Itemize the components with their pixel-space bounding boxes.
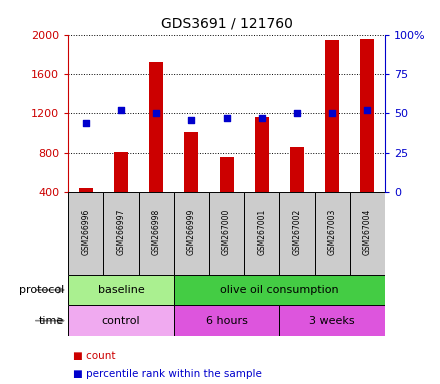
Point [329, 110, 336, 116]
Text: GSM266999: GSM266999 [187, 209, 196, 255]
Bar [220, 157, 234, 231]
Bar [68, 305, 174, 336]
Text: time: time [39, 316, 64, 326]
Text: GSM266996: GSM266996 [81, 209, 90, 255]
Text: protocol: protocol [18, 285, 64, 295]
Text: GSM267000: GSM267000 [222, 209, 231, 255]
Point [258, 115, 265, 121]
Text: GSM267002: GSM267002 [293, 209, 301, 255]
Text: control: control [102, 316, 140, 326]
Text: GSM266998: GSM266998 [152, 209, 161, 255]
Text: ■ count: ■ count [73, 351, 115, 361]
Title: GDS3691 / 121760: GDS3691 / 121760 [161, 17, 293, 31]
Bar [184, 132, 198, 231]
Text: olive oil consumption: olive oil consumption [220, 285, 339, 295]
Bar [255, 117, 269, 231]
Point [223, 115, 230, 121]
Text: GSM267003: GSM267003 [328, 209, 337, 255]
Point [293, 110, 301, 116]
Text: GSM266997: GSM266997 [117, 209, 125, 255]
Bar [149, 62, 163, 231]
Point [82, 120, 89, 126]
Bar [350, 192, 385, 275]
Bar [325, 40, 339, 231]
Bar [279, 305, 385, 336]
Text: 3 weeks: 3 weeks [309, 316, 355, 326]
Point [188, 116, 195, 122]
Bar [360, 40, 374, 231]
Bar [174, 275, 385, 305]
Bar [114, 152, 128, 231]
Point [364, 107, 371, 113]
Point [153, 110, 160, 116]
Bar [68, 192, 103, 275]
Bar [103, 192, 139, 275]
Point [117, 107, 125, 113]
Bar [244, 192, 279, 275]
Bar [315, 192, 350, 275]
Bar [290, 147, 304, 231]
Bar [68, 275, 174, 305]
Bar [79, 188, 93, 231]
Bar [174, 305, 279, 336]
Bar [279, 192, 315, 275]
Text: GSM267001: GSM267001 [257, 209, 266, 255]
Bar [174, 192, 209, 275]
Bar [139, 192, 174, 275]
Bar [209, 192, 244, 275]
Text: baseline: baseline [98, 285, 144, 295]
Text: ■ percentile rank within the sample: ■ percentile rank within the sample [73, 369, 261, 379]
Text: 6 hours: 6 hours [205, 316, 248, 326]
Text: GSM267004: GSM267004 [363, 209, 372, 255]
